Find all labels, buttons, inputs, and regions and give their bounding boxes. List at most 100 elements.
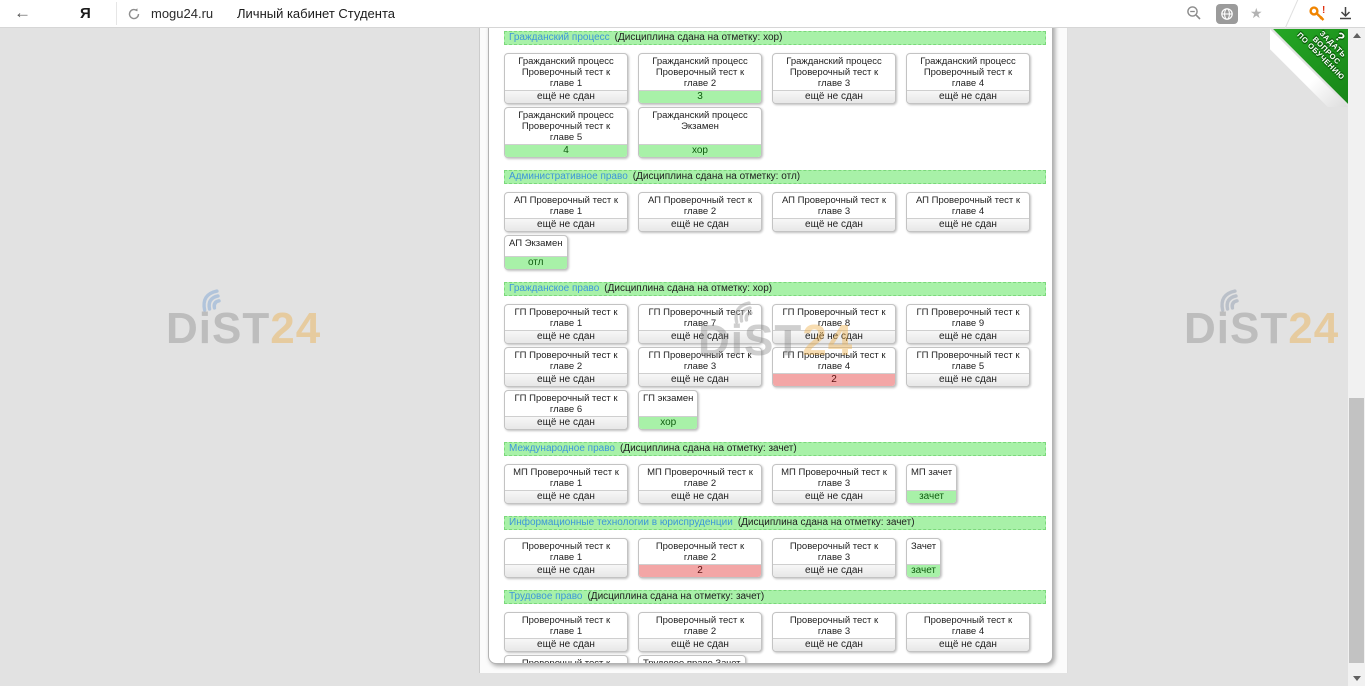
tab-title[interactable]: Личный кабинет Студента	[237, 6, 396, 21]
test-card[interactable]: МП Проверочный тест к главе 3 ещё не сдан	[772, 464, 896, 504]
bookmark-star-icon[interactable]: ★	[1250, 5, 1263, 21]
test-card-title: МП Проверочный тест к главе 2	[647, 467, 753, 489]
scroll-up-button[interactable]	[1348, 28, 1365, 43]
back-button[interactable]: ←	[14, 3, 31, 22]
test-card-title: АП Проверочный тест к главе 1	[513, 195, 619, 217]
dist24-watermark: DiST24	[1184, 289, 1339, 354]
test-card-title: МП Проверочный тест к главе 3	[781, 467, 887, 489]
test-card-status: ещё не сдан	[907, 330, 1029, 343]
test-card[interactable]: АП Проверочный тест к главе 2 ещё не сдан	[638, 192, 762, 232]
dist24-watermark: DiST24	[166, 289, 321, 354]
test-card-list: АП Проверочный тест к главе 1 ещё не сдан…	[504, 192, 1046, 270]
discipline-header: Гражданский процесс (Дисциплина сдана на …	[504, 31, 1046, 45]
discipline-section: Гражданское право (Дисциплина сдана на от…	[504, 282, 1046, 430]
test-card-title: Гражданский процесс Экзамен	[652, 110, 748, 132]
test-card-title: ГП Проверочный тест к главе 9	[916, 307, 1020, 329]
discipline-grade-note: (Дисциплина сдана на отметку: зачет)	[619, 443, 797, 454]
test-card[interactable]: АП Проверочный тест к главе 3 ещё не сдан	[772, 192, 896, 232]
test-card[interactable]: Зачет зачет	[906, 538, 942, 578]
test-card-status: 2	[773, 373, 895, 386]
yandex-logo: Я	[80, 5, 91, 22]
site-mode-globe-icon[interactable]	[1216, 4, 1238, 24]
password-key-icon[interactable]: !	[1308, 4, 1328, 29]
page-content-column: Гражданский процесс (Дисциплина сдана на …	[479, 28, 1068, 673]
tab-edge	[1282, 0, 1302, 28]
download-icon[interactable]	[1338, 6, 1353, 26]
test-card-status: ещё не сдан	[773, 218, 895, 231]
test-card[interactable]: ГП Проверочный тест к главе 5 ещё не сдан	[906, 347, 1030, 387]
discipline-section: Гражданский процесс (Дисциплина сдана на …	[504, 31, 1046, 158]
test-card-status: ещё не сдан	[773, 564, 895, 577]
browser-chrome: ← Я mogu24.ru Личный кабинет Студента ★ …	[0, 0, 1365, 28]
test-card[interactable]: МП Проверочный тест к главе 1 ещё не сдан	[504, 464, 628, 504]
discipline-grade-note: (Дисциплина сдана на отметку: хор)	[614, 32, 783, 43]
test-card-title: АП Проверочный тест к главе 4	[915, 195, 1021, 217]
test-card[interactable]: Проверочный тест к главе 4 ещё не сдан	[906, 612, 1030, 652]
scroll-up-icon	[1352, 33, 1361, 38]
test-card[interactable]: ГП Проверочный тест к главе 9 ещё не сдан	[906, 304, 1030, 344]
refresh-icon[interactable]	[127, 7, 141, 26]
vertical-scrollbar[interactable]	[1348, 28, 1365, 686]
test-card[interactable]: АП Проверочный тест к главе 4 ещё не сдан	[906, 192, 1030, 232]
discipline-link[interactable]: Гражданское право	[509, 283, 600, 294]
test-card-title: МП зачет	[911, 467, 953, 478]
discipline-link[interactable]: Административное право	[509, 171, 628, 182]
test-card-title: Гражданский процесс Проверочный тест к г…	[518, 56, 614, 89]
test-card[interactable]: ГП Проверочный тест к главе 3 ещё не сдан	[638, 347, 762, 387]
test-card[interactable]: Гражданский процесс Проверочный тест к г…	[504, 107, 628, 158]
test-card-title: ГП Проверочный тест к главе 7	[648, 307, 752, 329]
test-card[interactable]: ГП Проверочный тест к главе 8 ещё не сдан	[772, 304, 896, 344]
test-card-status: хор	[639, 144, 761, 157]
test-card[interactable]: Проверочный тест к главе 3 ещё не сдан	[772, 538, 896, 578]
test-card[interactable]: АП Экзамен отл	[504, 235, 568, 270]
test-card-title: Гражданский процесс Проверочный тест к г…	[652, 56, 748, 89]
test-card[interactable]: ГП Проверочный тест к главе 1 ещё не сдан	[504, 304, 628, 344]
test-card-status: ещё не сдан	[773, 90, 895, 103]
test-card-title: Проверочный тест к главе 2	[655, 541, 745, 563]
test-card-title: Проверочный тест к главе 1	[521, 615, 611, 637]
test-card[interactable]: ГП Проверочный тест к главе 6 ещё не сдан	[504, 390, 628, 430]
scrollbar-thumb[interactable]	[1349, 398, 1364, 663]
test-card[interactable]: МП зачет зачет	[906, 464, 958, 504]
discipline-link[interactable]: Международное право	[509, 443, 615, 454]
test-card-status: ещё не сдан	[505, 218, 627, 231]
test-card-status: ещё не сдан	[773, 638, 895, 651]
test-card-title: Проверочный тест к главе 1	[521, 541, 611, 563]
test-card[interactable]: Проверочный тест к главе 1 ещё не сдан	[504, 538, 628, 578]
test-card[interactable]: Гражданский процесс Проверочный тест к г…	[772, 53, 896, 104]
test-card[interactable]: ГП экзамен хор	[638, 390, 699, 430]
test-card[interactable]: Проверочный тест к главе 1 ещё не сдан	[504, 612, 628, 652]
test-card-title: ГП Проверочный тест к главе 5	[916, 350, 1020, 372]
test-card[interactable]: Гражданский процесс Проверочный тест к г…	[638, 53, 762, 104]
test-card-title: АП Проверочный тест к главе 3	[781, 195, 887, 217]
test-card[interactable]: Гражданский процесс Проверочный тест к г…	[504, 53, 628, 104]
test-card-status: ещё не сдан	[907, 638, 1029, 651]
discipline-link[interactable]: Гражданский процесс	[509, 32, 610, 43]
test-card-status: зачет	[907, 564, 941, 577]
zoom-out-icon[interactable]	[1186, 5, 1202, 26]
test-card-status: ещё не сдан	[505, 416, 627, 429]
ask-question-ribbon[interactable]: ? ЗАДАТЬ ВОПРОС ПО ОБУЧЕНИЮ	[1270, 29, 1348, 107]
test-card[interactable]: Гражданский процесс Проверочный тест к г…	[906, 53, 1030, 104]
discipline-grade-note: (Дисциплина сдана на отметку: отл)	[632, 171, 801, 182]
test-card[interactable]: ГП Проверочный тест к главе 7 ещё не сдан	[638, 304, 762, 344]
scroll-down-button[interactable]	[1348, 671, 1365, 686]
test-card-list: ГП Проверочный тест к главе 1 ещё не сдан…	[504, 304, 1046, 430]
test-card-title: Проверочный тест к главе 3	[789, 615, 879, 637]
test-card[interactable]: Проверочный тест к главе 2 ещё не сдан	[638, 612, 762, 652]
test-card[interactable]: Проверочный тест к главе 3 ещё не сдан	[772, 612, 896, 652]
test-card-list: Проверочный тест к главе 1 ещё не сдан Про…	[504, 538, 1046, 578]
discipline-link[interactable]: Трудовое право	[509, 591, 583, 602]
discipline-header: Трудовое право (Дисциплина сдана на отмет…	[504, 590, 1046, 604]
svg-text:!: !	[1322, 5, 1325, 16]
test-card[interactable]: АП Проверочный тест к главе 1 ещё не сдан	[504, 192, 628, 232]
test-card[interactable]: Гражданский процесс Экзамен хор	[638, 107, 762, 158]
tab-url[interactable]: mogu24.ru	[151, 6, 214, 21]
discipline-link[interactable]: Информационные технологии в юриспруденци…	[509, 517, 733, 528]
test-card[interactable]: ГП Проверочный тест к главе 2 ещё не сдан	[504, 347, 628, 387]
test-card[interactable]: МП Проверочный тест к главе 2 ещё не сдан	[638, 464, 762, 504]
